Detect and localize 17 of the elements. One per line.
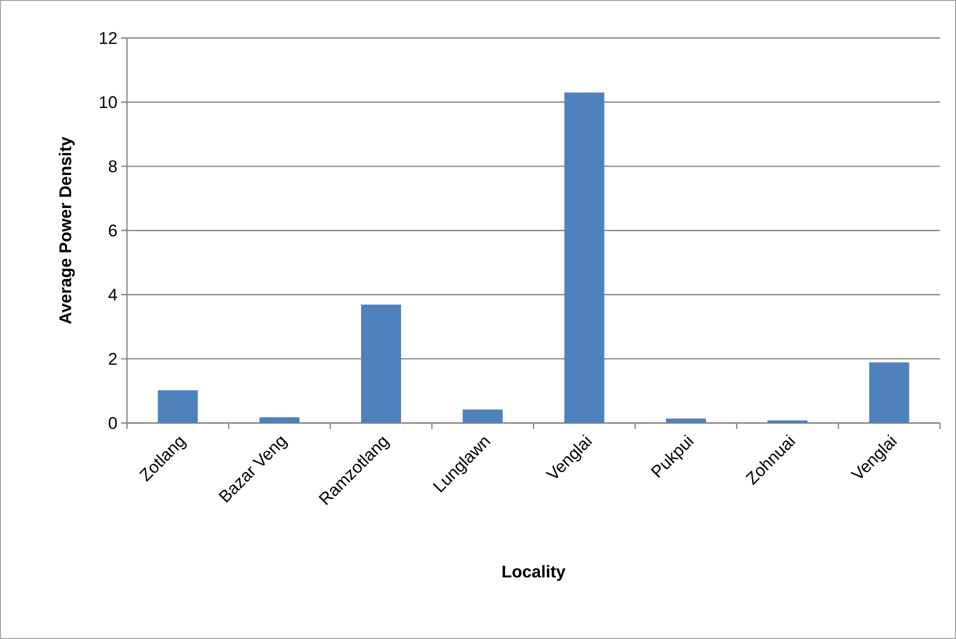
y-tick-label: 4 — [108, 288, 117, 300]
x-axis-title: Locality — [502, 565, 566, 581]
y-tick-label: 0 — [108, 416, 117, 429]
bar — [158, 390, 198, 423]
bar — [259, 417, 300, 423]
y-tick-label: 6 — [108, 224, 117, 236]
bar — [564, 92, 604, 423]
bar — [361, 304, 402, 423]
y-axis-title: Average Power Density — [58, 136, 75, 324]
bar — [462, 410, 503, 423]
bar — [768, 420, 808, 423]
y-tick-label: 8 — [108, 160, 117, 172]
y-tick-label: 2 — [108, 352, 117, 365]
y-tick-label: 10 — [100, 96, 117, 108]
bar — [666, 418, 706, 423]
y-tick-label: 12 — [100, 32, 117, 44]
bar — [869, 362, 910, 423]
